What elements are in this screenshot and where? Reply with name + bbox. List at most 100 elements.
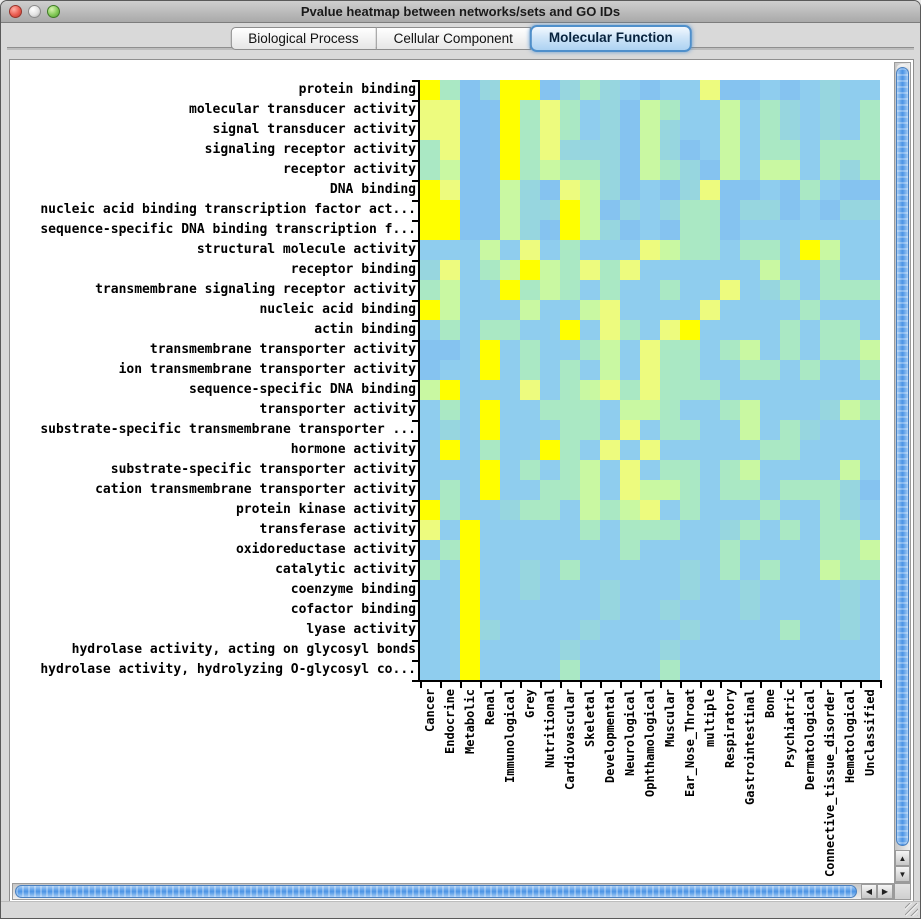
heatmap-cell (500, 560, 520, 580)
heatmap-cell (520, 340, 540, 360)
heatmap-cell (460, 440, 480, 460)
row-label: nucleic acid binding transcription facto… (40, 202, 416, 217)
column-label: Ophthamological (643, 689, 657, 798)
heatmap-cell (600, 320, 620, 340)
heatmap-cell (520, 560, 540, 580)
heatmap-cell (700, 460, 720, 480)
heatmap-cell (640, 480, 660, 500)
heatmap-cell (760, 200, 780, 220)
resize-grip-icon[interactable] (905, 903, 918, 916)
heatmap-cell (860, 620, 880, 640)
tab-cellular-component[interactable]: Cellular Component (376, 27, 531, 50)
heatmap-cell (600, 220, 620, 240)
heatmap-cell (700, 500, 720, 520)
close-button[interactable] (9, 5, 22, 18)
scroll-left-icon[interactable]: ◀ (861, 884, 877, 899)
heatmap-cell (480, 460, 500, 480)
heatmap-cell (760, 380, 780, 400)
heatmap-cell (700, 200, 720, 220)
row-label: cofactor binding (290, 602, 416, 617)
heatmap-cell (800, 280, 820, 300)
horizontal-scrollbar[interactable]: ◀ ▶ (12, 883, 894, 900)
heatmap-cell (620, 520, 640, 540)
heatmap-cell (620, 200, 640, 220)
heatmap-cell (840, 380, 860, 400)
heatmap-cell (600, 240, 620, 260)
heatmap-cell (480, 400, 500, 420)
heatmap-cell (720, 260, 740, 280)
heatmap-cell (660, 520, 680, 540)
heatmap-cell (580, 180, 600, 200)
heatmap-cell (440, 360, 460, 380)
heatmap-cell (860, 480, 880, 500)
minimize-button[interactable] (28, 5, 41, 18)
heatmap-cell (740, 320, 760, 340)
heatmap-cell (740, 500, 760, 520)
heatmap-cell (760, 640, 780, 660)
heatmap-cell (720, 140, 740, 160)
heatmap-cell (580, 420, 600, 440)
scroll-down-icon[interactable]: ▼ (895, 866, 910, 882)
heatmap-cell (780, 400, 800, 420)
heatmap-cell (640, 520, 660, 540)
heatmap-cell (580, 660, 600, 680)
ontology-tab-group: Biological Process Cellular Component Mo… (230, 25, 692, 52)
heatmap-cell (680, 420, 700, 440)
heatmap-cell (540, 460, 560, 480)
window-controls (9, 5, 60, 18)
scroll-right-icon[interactable]: ▶ (877, 884, 893, 899)
vertical-scrollbar-thumb[interactable] (896, 67, 909, 846)
row-label: lyase activity (306, 622, 416, 637)
heatmap-cell (820, 240, 840, 260)
heatmap-panel: protein binding molecular transducer acti… (9, 59, 914, 903)
heatmap-cell (660, 200, 680, 220)
heatmap-cell (520, 520, 540, 540)
heatmap-cell (740, 380, 760, 400)
heatmap-cell (720, 200, 740, 220)
heatmap-cell (580, 380, 600, 400)
heatmap-cell (500, 640, 520, 660)
heatmap-cell (540, 420, 560, 440)
row-labels: protein binding molecular transducer acti… (12, 80, 416, 680)
vertical-scrollbar[interactable]: ▲ ▼ (894, 62, 911, 883)
heatmap-cell (520, 100, 540, 120)
heatmap-cell (720, 660, 740, 680)
heatmap-cell (520, 240, 540, 260)
heatmap-cell (780, 120, 800, 140)
zoom-button[interactable] (47, 5, 60, 18)
heatmap-cell (440, 540, 460, 560)
heatmap-cell (520, 460, 540, 480)
heatmap-cell (660, 280, 680, 300)
heatmap-cell (820, 460, 840, 480)
heatmap-cell (840, 400, 860, 420)
title-bar[interactable]: Pvalue heatmap between networks/sets and… (1, 1, 920, 23)
heatmap-cell (620, 560, 640, 580)
heatmap-cell (800, 580, 820, 600)
heatmap-cell (440, 240, 460, 260)
heatmap-cell (700, 640, 720, 660)
heatmap-cell (860, 340, 880, 360)
heatmap-cell (840, 220, 860, 240)
scroll-up-icon[interactable]: ▲ (895, 850, 910, 866)
heatmap-cell (680, 580, 700, 600)
heatmap-cell (460, 540, 480, 560)
heatmap-cell (480, 300, 500, 320)
tab-molecular-function[interactable]: Molecular Function (529, 25, 692, 52)
heatmap-cell (460, 180, 480, 200)
heatmap-cell (720, 160, 740, 180)
heatmap-cell (660, 140, 680, 160)
heatmap-cell (620, 480, 640, 500)
heatmap-cell (780, 620, 800, 640)
heatmap-cell (480, 640, 500, 660)
heatmap-cell (680, 480, 700, 500)
heatmap-cell (700, 80, 720, 100)
horizontal-scrollbar-thumb[interactable] (15, 885, 857, 898)
row-label: sequence-specific DNA binding (189, 382, 416, 397)
row-label: receptor binding (290, 262, 416, 277)
heatmap-cell (500, 160, 520, 180)
heatmap-cell (740, 260, 760, 280)
heatmap-cell (620, 600, 640, 620)
heatmap-cell (860, 320, 880, 340)
tab-biological-process[interactable]: Biological Process (230, 27, 377, 50)
column-label: Respiratory (723, 689, 737, 769)
